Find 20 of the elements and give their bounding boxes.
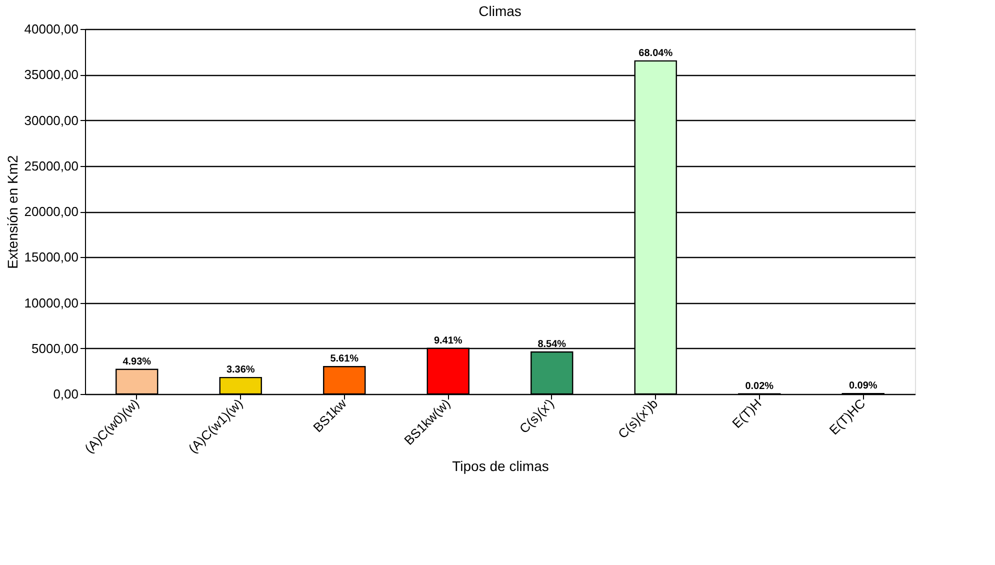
y-axis-title: Extensión en Km2 (4, 154, 20, 269)
y-tick-label: 35000,00 (24, 67, 78, 82)
annotation: 0.09% (848, 380, 878, 392)
annotation: 0.02% (745, 380, 774, 392)
y-tick-label: 15000,00 (24, 250, 78, 265)
y-tick-label: 5000,00 (32, 340, 78, 356)
y-tick-label: 0,00 (53, 386, 78, 402)
annotation: 68.04% (638, 48, 673, 59)
y-tick-label: 30000,00 (24, 112, 78, 128)
annotation: 8.54% (538, 339, 566, 350)
y-tick-label: 10000,00 (24, 295, 78, 310)
annotation: 4.93% (122, 356, 152, 368)
annotation: 3.36% (226, 364, 255, 376)
y-tick-label: 20000,00 (24, 204, 78, 219)
chart-title: Climas (478, 3, 522, 19)
annotation: 5.61% (330, 354, 359, 365)
y-tick-label: 25000,00 (24, 158, 78, 174)
y-tick-label: 40000,00 (24, 22, 78, 36)
x-axis-title: Tipos de climas (452, 458, 549, 474)
annotation: 9.41% (434, 335, 462, 346)
